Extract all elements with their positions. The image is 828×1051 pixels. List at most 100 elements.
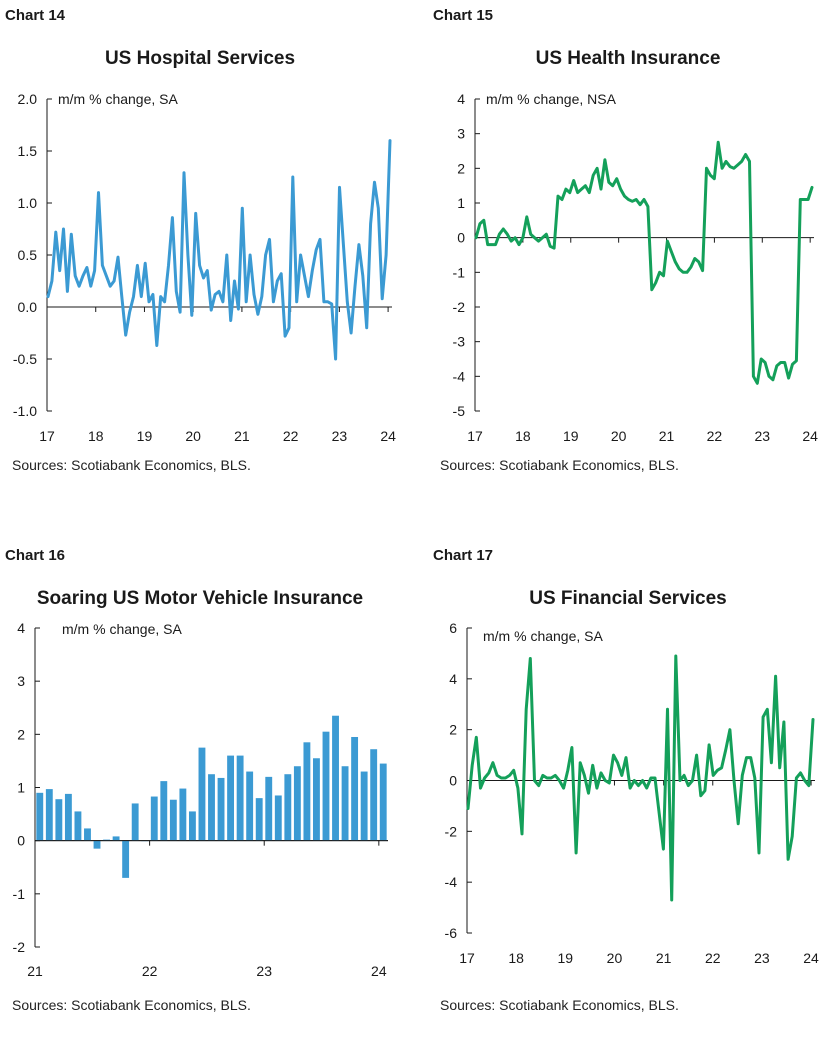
x-tick-label: 19 — [137, 428, 153, 444]
y-tick-label: -6 — [445, 925, 458, 941]
bar — [284, 774, 292, 841]
y-tick-label: 4 — [449, 671, 457, 687]
bar — [208, 774, 215, 841]
y-tick-label: 2.0 — [18, 91, 38, 107]
y-tick-label: 3 — [457, 126, 465, 142]
x-tick-label: 17 — [467, 428, 483, 444]
x-tick-label: 21 — [234, 428, 250, 444]
chart-title: Soaring US Motor Vehicle Insurance — [36, 588, 364, 609]
bar — [255, 798, 263, 841]
y-tick-label: 0 — [449, 773, 457, 789]
unit-label: m/m % change, SA — [483, 628, 603, 644]
y-tick-label: 0 — [17, 833, 25, 849]
x-tick-label: 23 — [256, 963, 272, 979]
chart-source-note: Sources: Scotiabank Economics, BLS. — [440, 997, 679, 1013]
y-tick-label: 3 — [17, 673, 25, 689]
y-tick-label: -5 — [453, 403, 466, 419]
x-tick-label: 23 — [754, 950, 770, 966]
y-tick-label: 2 — [17, 726, 25, 742]
bar — [332, 715, 339, 841]
bar — [370, 749, 378, 841]
bar — [322, 731, 330, 841]
bar — [217, 777, 225, 841]
x-tick-label: 19 — [563, 428, 579, 444]
bar — [341, 766, 349, 841]
x-tick-label: 18 — [508, 950, 524, 966]
series-line — [46, 139, 392, 361]
x-tick-label: 21 — [659, 428, 675, 444]
x-tick-label: 24 — [803, 950, 819, 966]
chart-source-note: Sources: Scotiabank Economics, BLS. — [440, 457, 679, 473]
bar — [93, 840, 101, 849]
y-tick-label: 0 — [457, 230, 465, 246]
bar — [45, 789, 53, 841]
unit-label: m/m % change, SA — [62, 621, 182, 637]
x-tick-label: 23 — [754, 428, 770, 444]
y-tick-label: -4 — [445, 874, 458, 890]
x-tick-label: 17 — [39, 428, 55, 444]
y-tick-label: 1 — [457, 195, 465, 211]
x-tick-label: 24 — [371, 963, 387, 979]
bar — [188, 811, 196, 841]
chart-title: US Hospital Services — [104, 48, 296, 69]
y-tick-label: 1.0 — [18, 195, 38, 211]
x-tick-label: 22 — [705, 950, 721, 966]
chart-number-label: Chart 16 — [5, 547, 66, 564]
y-tick-label: -2 — [453, 299, 466, 315]
y-tick-label: -1.0 — [13, 403, 37, 419]
chart-title: US Financial Services — [529, 588, 727, 609]
bar — [36, 792, 44, 841]
y-tick-label: 2 — [449, 722, 457, 738]
y-tick-label: 4 — [17, 620, 25, 636]
x-tick-label: 24 — [802, 428, 818, 444]
bar — [112, 836, 120, 841]
unit-label: m/m % change, SA — [58, 91, 178, 107]
bar — [293, 766, 301, 841]
x-tick-label: 21 — [656, 950, 672, 966]
y-tick-label: 0.0 — [18, 299, 38, 315]
bar — [313, 758, 320, 841]
bar — [150, 796, 158, 841]
bar — [64, 793, 72, 841]
x-tick-label: 18 — [88, 428, 104, 444]
bar — [179, 788, 187, 841]
x-tick-label: 21 — [27, 963, 43, 979]
chart-panel-17: Chart 17 US Financial Services m/m % cha… — [428, 540, 828, 1051]
y-tick-label: -1 — [453, 264, 466, 280]
bar — [227, 755, 235, 841]
bar — [74, 811, 82, 841]
chart-number-label: Chart 14 — [5, 7, 66, 24]
chart-panel-15: Chart 15 US Health Insurance m/m % chang… — [428, 0, 828, 511]
y-tick-label: -4 — [453, 368, 466, 384]
chart-source-note: Sources: Scotiabank Economics, BLS. — [12, 457, 251, 473]
y-tick-label: 1.5 — [18, 143, 38, 159]
bar — [122, 840, 130, 878]
bar — [351, 736, 359, 841]
bar — [236, 755, 244, 841]
x-tick-label: 20 — [607, 950, 623, 966]
bar — [103, 839, 110, 841]
bar — [160, 781, 168, 841]
x-tick-label: 20 — [185, 428, 201, 444]
chart-panel-16: Chart 16 Soaring US Motor Vehicle Insura… — [0, 540, 414, 1051]
series-line — [466, 654, 815, 902]
y-tick-label: 4 — [457, 91, 465, 107]
chart-panel-14: Chart 14 US Hospital Services m/m % chan… — [0, 0, 414, 511]
y-tick-label: -2 — [445, 823, 458, 839]
chart-title: US Health Insurance — [535, 48, 721, 69]
bar — [131, 803, 139, 841]
series-line — [474, 140, 814, 385]
chart-plot-hospital-services: m/m % change, SA2.01.51.00.50.0-0.5-1.01… — [13, 91, 396, 444]
bar — [84, 828, 91, 841]
y-tick-label: -1 — [13, 886, 26, 902]
x-tick-label: 22 — [283, 428, 299, 444]
y-tick-label: -2 — [13, 939, 26, 955]
chart-source-note: Sources: Scotiabank Economics, BLS. — [12, 997, 251, 1013]
y-tick-label: 6 — [449, 620, 457, 636]
x-tick-label: 22 — [707, 428, 723, 444]
y-tick-label: -3 — [453, 334, 466, 350]
x-tick-label: 17 — [459, 950, 475, 966]
